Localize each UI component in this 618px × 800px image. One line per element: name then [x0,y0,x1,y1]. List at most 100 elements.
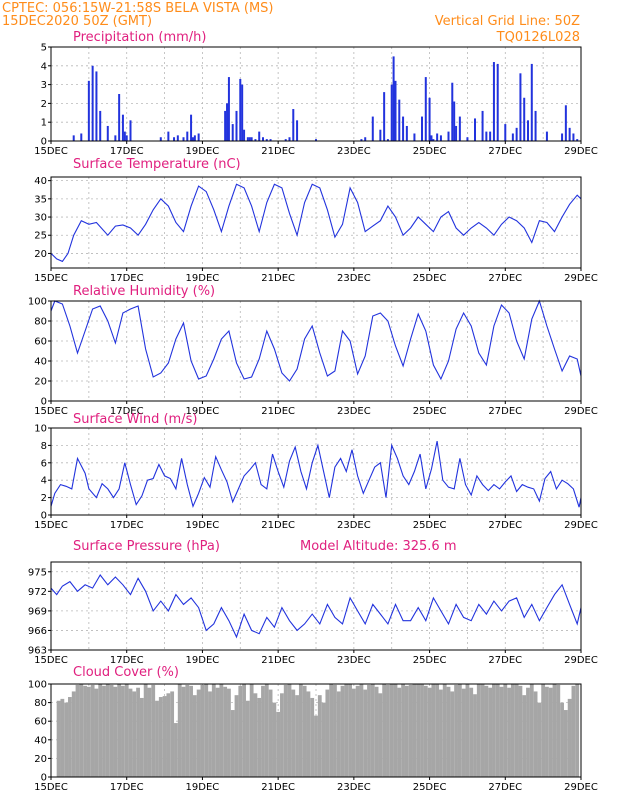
rh-xtick-label: 15DEC [34,406,68,417]
cloud-bar [446,686,451,777]
precip-bar [564,105,567,141]
pressure-xtick-label: 19DEC [186,655,220,666]
precip-bar [519,73,522,141]
pressure-frame [50,561,582,651]
cloud-bar [397,687,402,777]
cloud-bar [215,687,220,777]
cloud-bar [575,684,580,777]
precip-xtick-label: 15DEC [34,146,68,157]
precip-bar [398,99,401,141]
cloud-bar [64,702,69,777]
cloud-bar [174,723,178,777]
cloud-bar [155,700,159,777]
precip-bar [392,56,395,141]
precip-title: Precipitation (mm/h) [73,30,206,45]
cloud-bar [98,684,103,777]
cloud-bar [529,684,534,777]
cloud-ytick-label: 20 [34,754,47,765]
rh-xtick-label: 27DEC [488,406,522,417]
cloud-bar [68,697,72,777]
wind-xtick-label: 23DEC [337,520,371,531]
precip-bar [241,84,244,141]
precip-bar [91,65,94,141]
precip-xtick-label: 23DEC [337,146,371,157]
temp-xtick-label: 29DEC [564,273,598,284]
cloud-bar [189,685,193,777]
cloud-bar [170,691,175,777]
precip-bar [159,137,162,141]
wind-xtick-label: 17DEC [110,520,144,531]
rh-ytick-label: 60 [34,337,47,348]
cloud-bar [348,684,352,777]
cloud-bar [476,684,481,777]
cloud-bar [230,710,235,777]
cloud-bar [321,702,326,777]
cloud-bar [158,697,163,777]
cloud-bar [548,687,553,777]
rh-title: Relative Humidity (%) [73,284,215,299]
precip-bar [284,139,287,141]
pressure-xtick-label: 23DEC [337,655,371,666]
cloud-bar [427,687,432,777]
precip-bar [364,137,367,141]
cloud-bar [408,684,413,777]
cloud-bar [298,684,303,777]
precip-bar [383,92,386,141]
precip-bar [315,139,317,141]
precip-bar [474,118,476,141]
cloud-bar [306,691,311,777]
cloud-bar [94,688,99,777]
precip-bar [436,133,439,141]
rh-xtick-label: 25DEC [413,406,447,417]
cloud-bar [162,696,167,777]
pressure-ytick-label: 969 [28,606,47,617]
cloud-bar [457,684,462,777]
cloud-bar [245,700,250,777]
cloud-bar [211,684,216,777]
rh-line [50,299,582,382]
cloud-bar [310,697,315,777]
cloud-bar [117,684,122,777]
cloud-bar [412,684,417,777]
cloud-xtick-label: 21DEC [261,782,295,793]
cloud-bar [287,684,292,777]
precip-bar [173,137,176,141]
rh-ytick-label: 100 [28,297,47,308]
cloud-bar [454,684,458,777]
temp-frame [50,176,582,269]
wind-xtick-label: 19DEC [186,520,220,531]
rh-xtick-label: 19DEC [186,406,220,417]
precip-bar [390,84,393,141]
precip-bar [439,135,442,141]
precip-bar [428,97,431,141]
precip-ytick-label: 4 [41,61,47,72]
precip-bar [191,137,194,141]
cloud-bar [499,686,504,777]
cloud-ytick-label: 40 [34,735,47,746]
cloud-bar [261,685,265,777]
cloud-xtick-label: 25DEC [413,782,447,793]
cloud-bar [60,698,65,777]
pressure-xtick-label: 15DEC [34,655,68,666]
cloud-bar [416,684,421,777]
wind-frame [50,427,582,516]
cloud-bar [465,684,470,777]
precip-bar [527,120,529,141]
precip-bar [424,77,427,141]
cloud-bar [333,684,337,777]
header-grid-note: Vertical Grid Line: 50Z [435,14,580,29]
cloud-bar [359,684,364,777]
header-model-code: TQ0126L028 [496,30,580,45]
rh-panel: Relative Humidity (%) 0 20 40 60 80 100 15DEC 17… [28,284,598,417]
cloud-ytick-label: 0 [41,773,47,784]
cloud-xtick-label: 19DEC [186,782,220,793]
pressure-xtick-label: 17DEC [110,655,144,666]
precip-bar [190,114,193,141]
cloud-bar [389,684,394,777]
cloud-bar [363,689,368,777]
cloud-bar [507,687,511,777]
cloud-bar [302,685,307,777]
precip-bar [239,78,242,141]
cloud-bar [295,695,299,777]
cloud-bar [227,688,231,777]
